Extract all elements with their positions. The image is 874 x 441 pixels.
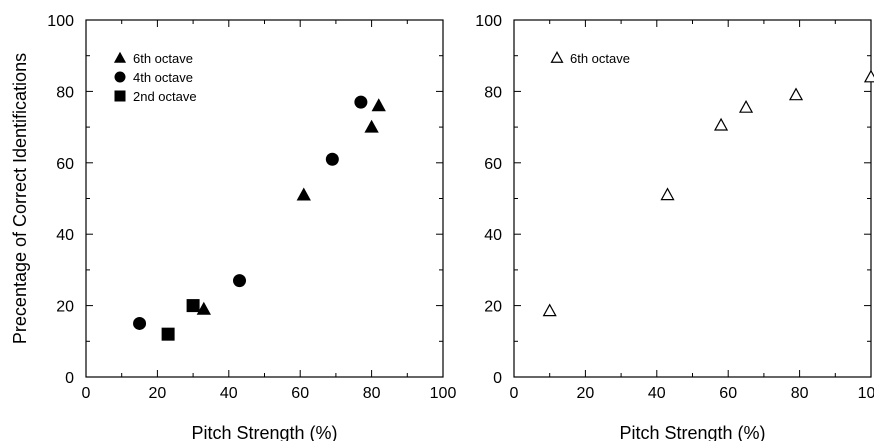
legend-entry: 4th octave [133,70,193,85]
y-tick-label: 40 [56,227,74,244]
legend-entry: 6th octave [133,51,193,66]
data-point [371,98,386,112]
legend: 6th octave [550,51,630,66]
x-tick-label: 60 [291,385,309,402]
legend-entry: 6th octave [570,51,630,66]
data-point [713,117,729,131]
x-tick-label: 80 [791,385,809,402]
x-axis-label: Pitch Strength (%) [619,423,765,441]
data-point [738,99,754,113]
legend-marker [114,71,126,83]
x-tick-label: 0 [82,385,91,402]
data-point [186,299,200,313]
legend-marker [550,51,564,63]
data-point [296,187,311,201]
legend: 6th octave 4th octave 2nd octave [113,51,197,104]
x-tick-label: 20 [577,385,595,402]
x-tick-label: 60 [719,385,737,402]
data-point [863,69,874,83]
plot-panel-1: 0 20 40 60 80 100 0 20 40 60 80 100 Pitch Strength (… [10,13,456,441]
data-point [542,303,557,317]
y-tick-label: 40 [484,227,502,244]
plot-panel-2: 0 20 40 60 80 100 0 20 40 60 80 100 Pitch Strength (… [475,13,874,441]
legend-marker [114,90,126,102]
legend-entry: 2nd octave [133,89,197,104]
x-tick-label: 40 [648,385,666,402]
data-point [364,119,379,133]
y-tick-label: 0 [493,370,502,387]
data-point [161,327,175,341]
data-point [233,274,247,288]
data-point [788,87,804,101]
data-point [354,95,368,109]
x-tick-label: 40 [220,385,238,402]
data-point [325,152,339,166]
legend-marker [113,51,127,63]
x-axis-label: Pitch Strength (%) [191,423,337,441]
y-tick-label: 80 [484,84,502,101]
data-point [133,316,147,330]
x-tick-label: 100 [858,385,874,402]
y-tick-label: 100 [475,13,502,30]
y-tick-label: 20 [56,299,74,316]
y-tick-label: 0 [65,370,74,387]
data-point [660,187,675,201]
x-tick-label: 20 [149,385,167,402]
data-point [196,301,211,315]
x-tick-label: 0 [510,385,519,402]
y-axis-label: Precentage of Correct Identifications [10,53,30,344]
plot-frame [513,19,872,378]
y-tick-label: 60 [56,156,74,173]
y-tick-label: 100 [47,13,74,30]
y-tick-label: 80 [56,84,74,101]
y-tick-label: 60 [484,156,502,173]
y-tick-label: 20 [484,299,502,316]
x-tick-label: 100 [430,385,457,402]
x-tick-label: 80 [363,385,381,402]
